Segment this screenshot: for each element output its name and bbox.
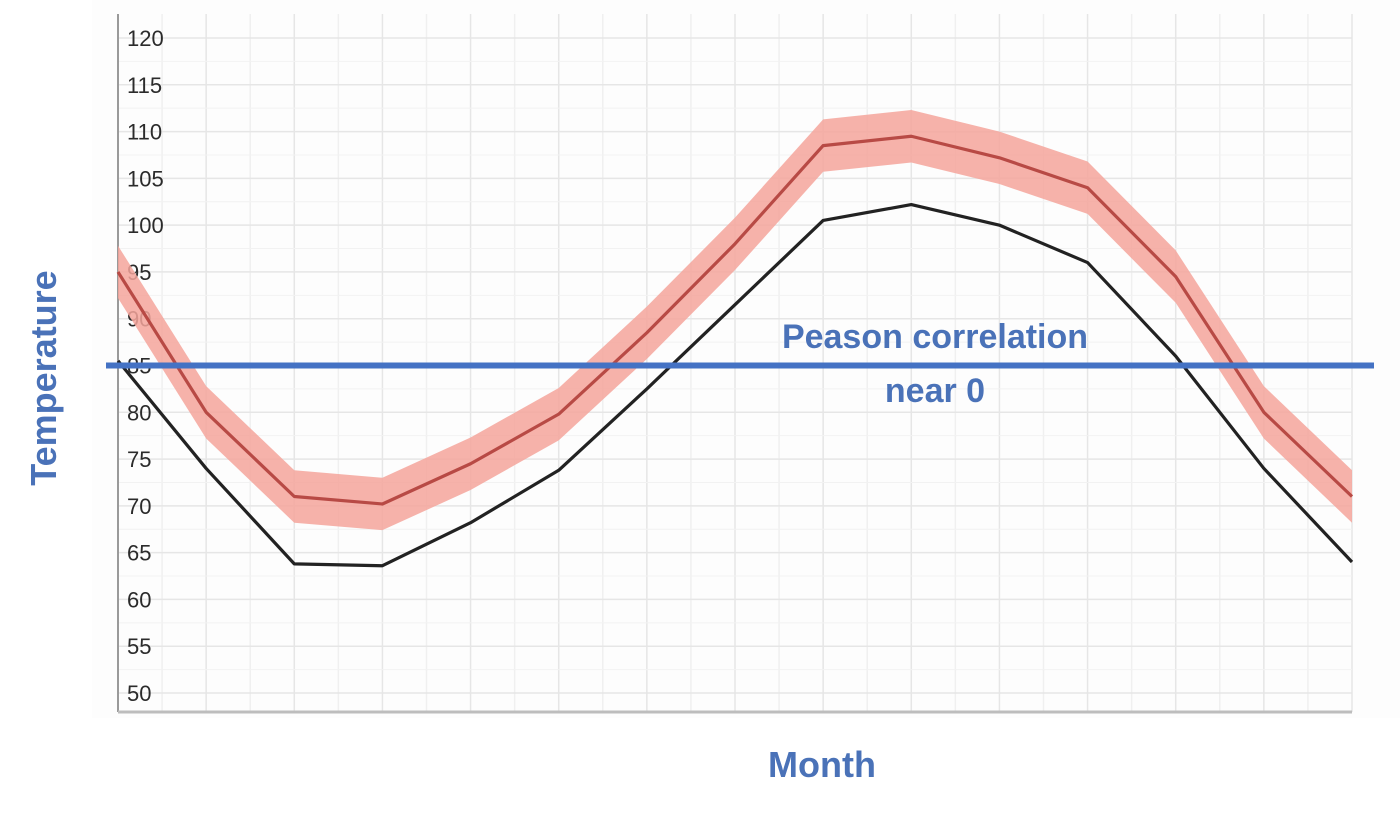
annotation-line-2: near 0 <box>885 372 985 410</box>
x-axis-title: Month <box>768 744 876 785</box>
y-axis-title: Temperature <box>23 270 64 485</box>
series-2-line <box>116 202 1354 568</box>
y-tick-label: 105 <box>127 166 164 191</box>
y-tick-label: 65 <box>127 541 151 566</box>
y-tick-label: 55 <box>127 634 151 659</box>
series-1-line <box>116 134 1354 506</box>
y-tick-label: 120 <box>127 26 164 51</box>
y-tick-label: 110 <box>127 120 162 145</box>
y-tick-label: 50 <box>127 681 151 706</box>
y-tick-label: 60 <box>127 587 151 612</box>
y-tick-labels: 50556065707580859095100105110115120 <box>127 26 164 706</box>
y-tick-label: 70 <box>127 494 151 519</box>
series-lines <box>116 134 1354 568</box>
y-tick-label: 115 <box>127 73 162 98</box>
y-tick-label: 100 <box>127 213 164 238</box>
y-tick-label: 80 <box>127 400 151 425</box>
plot-panel <box>92 0 1400 718</box>
annotation-line-1: Peason correlation <box>782 318 1088 356</box>
y-tick-label: 75 <box>127 447 151 472</box>
